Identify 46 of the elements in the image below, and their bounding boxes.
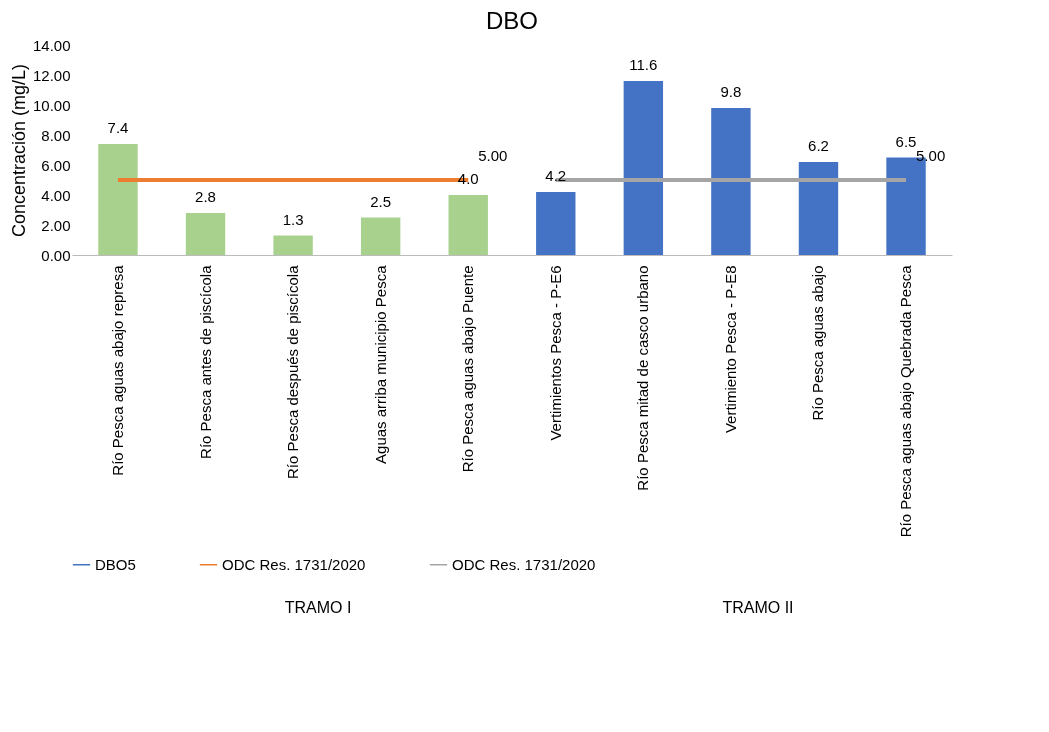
chart-title: DBO — [485, 7, 539, 34]
data-label: 1.3 — [282, 210, 304, 228]
data-label: 4.0 — [457, 170, 479, 187]
y-axis-title: Concentración (mg/L) — [8, 63, 29, 238]
x-tick-label: Río Pesca antes de piscícola — [196, 264, 214, 459]
data-label: 9.8 — [720, 83, 742, 100]
legend-label: DBO5 — [95, 555, 136, 573]
y-tick-label: 6.00 — [41, 156, 71, 174]
text: TRAMO II — [721, 599, 795, 617]
legend-label: ODC Res. 1731/2020 — [222, 555, 366, 573]
data-label: 6.5 — [895, 132, 917, 150]
legend-label: ODC Res. 1731/2020 — [452, 555, 596, 573]
x-tick-label: Río Pesca mitad de casco urbano — [634, 265, 652, 491]
y-tick-label: 14.00 — [32, 36, 71, 54]
data-label: 2.5 — [370, 192, 392, 210]
data-label: 2.8 — [195, 188, 216, 205]
data-label: 5.00 — [916, 147, 946, 164]
data-label: 6.2 — [808, 137, 829, 154]
bar — [273, 235, 313, 255]
y-tick-label: 12.00 — [32, 66, 71, 84]
x-tick-label: Río Pesca aguas abajo Puente — [459, 265, 477, 473]
bar — [711, 108, 751, 255]
y-tick-label: 2.00 — [41, 216, 71, 234]
bar — [623, 81, 664, 255]
y-tick-label: 4.00 — [41, 186, 71, 204]
x-tick-label: Río Pesca después de piscícola — [284, 264, 302, 479]
text: TRAMO I — [283, 599, 353, 617]
y-tick-label: 10.00 — [32, 96, 71, 114]
x-tick-label: Vertimientos Pesca - P-E6 — [546, 265, 564, 441]
data-label: 7.4 — [107, 119, 129, 136]
x-tick-label: Río Pesca aguas abajo — [809, 265, 827, 421]
bar — [448, 195, 488, 255]
x-tick-label: Vertimiento Pesca - P-E8 — [721, 265, 739, 434]
y-tick-label: 0.00 — [41, 246, 71, 264]
bar — [798, 162, 839, 255]
y-tick-label: 8.00 — [41, 126, 71, 144]
data-label: 4.2 — [545, 167, 567, 184]
x-tick-label: Río Pesca aguas abajo represa — [108, 264, 126, 476]
bar — [185, 213, 226, 255]
bar — [98, 144, 138, 255]
bar — [360, 217, 401, 255]
bar — [536, 192, 576, 255]
x-tick-label: Aguas arriba municipio Pesca — [371, 264, 389, 464]
data-label: 5.00 — [478, 147, 508, 164]
data-label: 11.6 — [629, 56, 658, 73]
x-tick-label: Río Pesca aguas abajo Quebrada Pesca — [897, 264, 915, 538]
